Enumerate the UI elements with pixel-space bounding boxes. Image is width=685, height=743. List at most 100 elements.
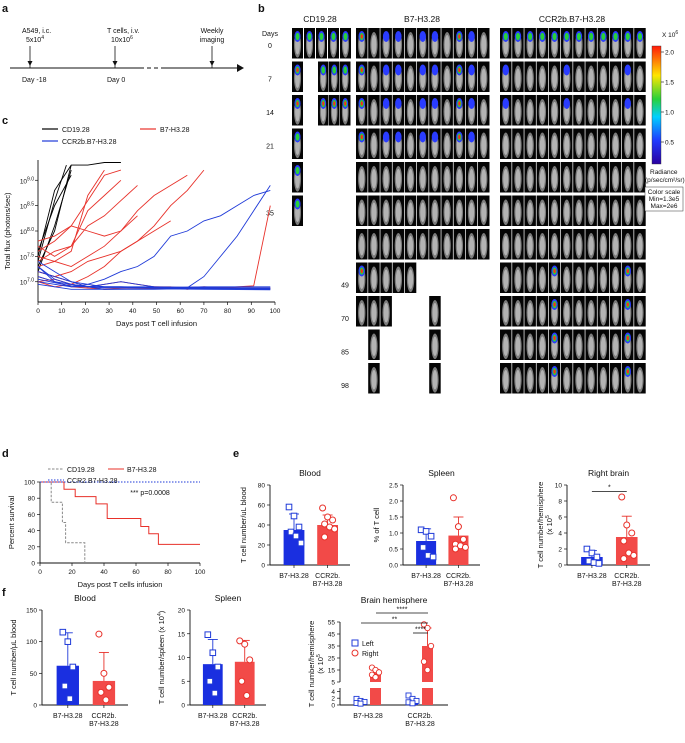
signal-low	[624, 64, 631, 76]
chart-c: 0 10 20 30 40 50 60 70 80 90 100 107.0 107.5 108.0 108…	[3, 127, 281, 328]
chart-c-xtick-label: 70	[200, 308, 208, 315]
mouse-body-highlight	[469, 202, 475, 223]
chart-e-brain-point	[583, 545, 591, 553]
signal-low	[419, 64, 426, 76]
panel-label-a: a	[2, 3, 9, 15]
mouse-body-highlight	[564, 202, 570, 223]
chart-d-xtick-label: 20	[68, 569, 76, 576]
imaging-day-14: 14	[266, 110, 274, 117]
series-B7-H3.28-line-8	[37, 220, 171, 288]
signal-mid	[295, 166, 300, 175]
chart-f-blood-ytick-label: 100	[26, 639, 37, 646]
chart-f-spleen-xcat-2b: B7-H3.28	[230, 721, 260, 728]
mouse-body-highlight	[371, 169, 377, 189]
mouse-body-highlight	[600, 236, 606, 256]
chart-d-xlabel: Days post T cells infusion	[78, 580, 163, 589]
mouse-body-highlight	[552, 102, 558, 122]
timeline-step-2-day: Day 0	[107, 77, 125, 84]
series-CCR2b.B7-H3.28-line-3	[37, 271, 271, 289]
chart-e-blood-point	[287, 528, 295, 536]
signal-mid	[295, 200, 300, 208]
mouse-body-highlight	[481, 202, 487, 223]
mouse-body-highlight	[359, 202, 365, 223]
signal-mid	[319, 32, 324, 41]
chart-c-xtick-label: 30	[105, 308, 113, 315]
mouse-body-highlight	[539, 169, 545, 189]
chart-e-brain-ylabel: T cell number/hemisphere	[536, 482, 545, 569]
mouse-body-highlight	[481, 35, 487, 55]
imaging-day-70: 70	[341, 316, 349, 323]
chart-d-legend-1: CD19.28	[67, 467, 95, 474]
chart-e-blood-point	[319, 504, 327, 512]
mouse-body-highlight	[481, 135, 487, 156]
signal-high	[553, 268, 556, 274]
mouse-body-highlight	[625, 135, 631, 156]
chart-d-ytick-label: 100	[24, 480, 35, 487]
chart-d-ytick-label: 80	[28, 496, 36, 503]
chart-e-blood-point	[324, 513, 332, 521]
chart-c-xtick-label: 100	[270, 308, 281, 315]
chart-f-brain-bar-right-lower-2	[422, 688, 433, 705]
mouse-body-highlight	[503, 236, 509, 256]
mouse-body-highlight	[515, 370, 521, 390]
chart-f-blood-ytick-label: 0	[33, 703, 37, 710]
mouse-body-highlight	[539, 68, 545, 89]
imaging-group-title-1: CD19.28	[303, 14, 337, 24]
mouse-body-highlight	[527, 236, 533, 256]
mouse-body-highlight	[503, 303, 509, 323]
mouse-body-highlight	[469, 169, 475, 189]
series-CD19.28-line-1	[37, 164, 72, 267]
signal-low	[419, 98, 426, 110]
signal-mid	[576, 32, 582, 41]
chart-d-ylabel: Percent survival	[7, 495, 16, 549]
mouse-body-highlight	[444, 169, 450, 189]
chart-e-brain-xcat-2: CCR2b.	[614, 573, 639, 580]
series-CCR2b.B7-H3.28-line-7	[37, 266, 271, 289]
chart-f-brain-point-right	[375, 669, 383, 676]
signal-mid	[625, 32, 630, 41]
mouse-body-highlight	[481, 68, 487, 89]
mouse-body-highlight	[432, 202, 438, 223]
signal-high	[360, 101, 363, 106]
panel-label-e: e	[233, 448, 239, 460]
chart-f-spleen-point	[214, 663, 222, 671]
chart-f-brain-point-left	[409, 700, 416, 707]
mouse-body-highlight	[539, 303, 545, 323]
chart-e-brain-point	[618, 493, 626, 501]
mouse-body-highlight	[527, 303, 533, 323]
mouse-body-highlight	[588, 135, 594, 156]
mouse-body-highlight	[515, 336, 521, 357]
colorbar-info-line: Max=2e6	[651, 203, 678, 210]
chart-f-brain-title: Brain hemisphere	[361, 595, 428, 605]
mouse-body-highlight	[588, 169, 594, 189]
imaging-day-35: 35	[266, 211, 274, 218]
chart-f-brain-point-left	[357, 700, 364, 707]
signal-high	[360, 134, 363, 140]
mouse-body-highlight	[371, 370, 377, 390]
signal-mid	[295, 32, 300, 41]
mouse-body-highlight	[527, 68, 533, 89]
chart-e-brain-title: Right brain	[588, 468, 629, 478]
mouse-body-highlight	[564, 336, 570, 357]
mouse-body-highlight	[613, 102, 619, 122]
imaging-day-0: 0	[268, 43, 272, 50]
mouse-body-highlight	[564, 169, 570, 189]
colorbar-scale-label: X 106	[662, 30, 678, 39]
mouse-body-highlight	[539, 102, 545, 122]
mouse-body-highlight	[527, 370, 533, 390]
mouse-body-highlight	[588, 303, 594, 323]
signal-high	[360, 34, 363, 39]
chart-f-spleen-point	[238, 677, 246, 685]
signal-low	[382, 131, 390, 143]
chart-d-xtick-label: 0	[38, 569, 42, 576]
mouse-body-highlight	[539, 202, 545, 223]
chart-e-brain-xcat-2b: B7-H3.28	[612, 581, 642, 588]
chart-f-brain-bar-right-upper-2	[422, 646, 433, 682]
mouse-body-highlight	[637, 336, 643, 357]
mouse-body-highlight	[576, 303, 582, 323]
chart-c-ytick-label: 107.0	[20, 278, 34, 287]
mouse-body-highlight	[503, 135, 509, 156]
chart-f-blood-point	[100, 669, 108, 677]
chart-f-brain-point-right	[420, 658, 428, 665]
